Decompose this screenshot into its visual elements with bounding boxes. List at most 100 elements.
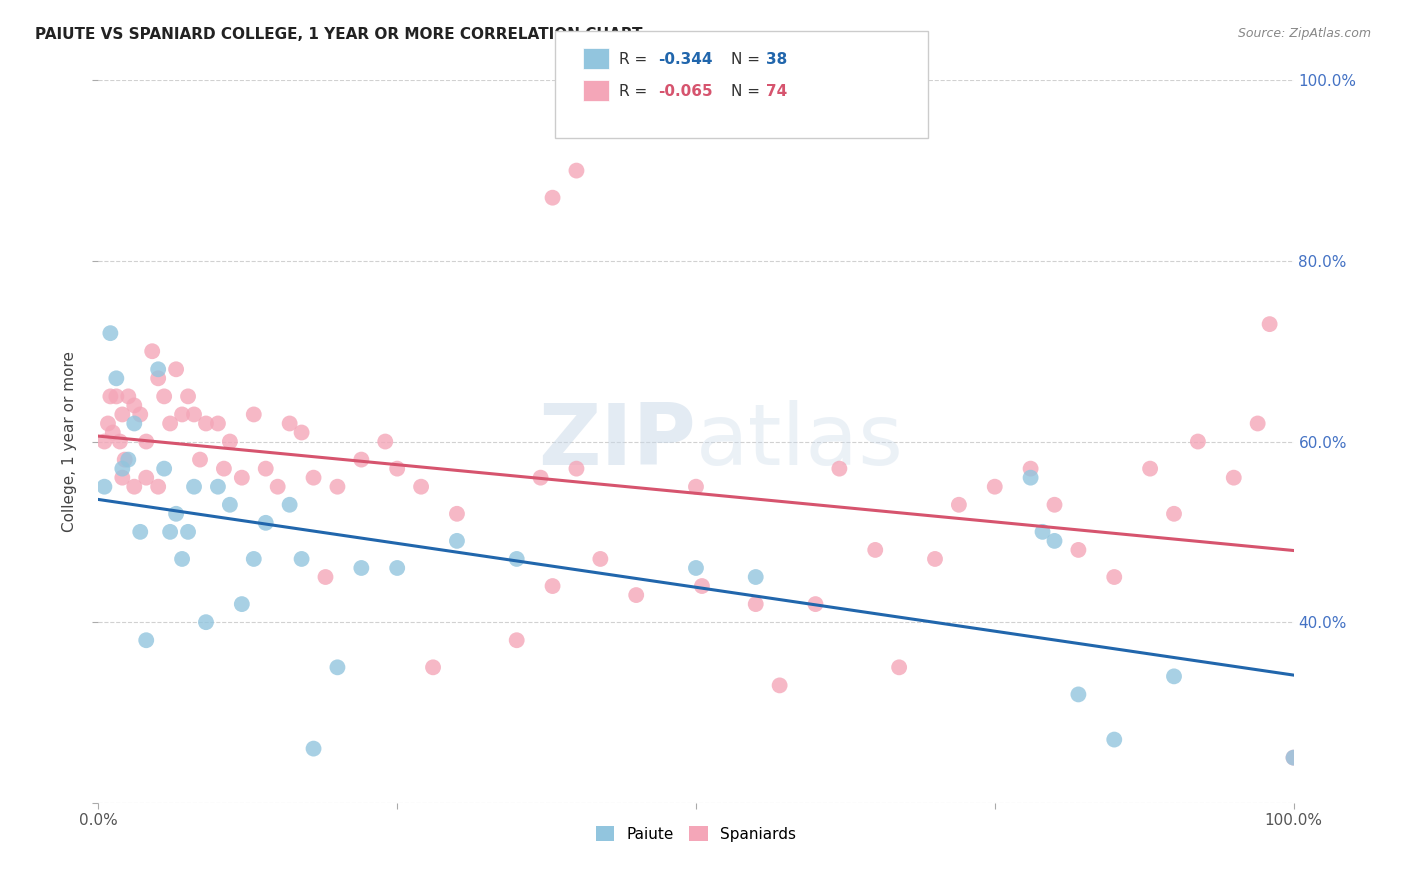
Point [195,417,218,431]
Point [243,408,266,422]
Point [315,570,337,584]
Point [1163,507,1185,521]
Point [135,434,157,449]
Point [385,461,409,475]
Point [745,570,768,584]
Point [1139,461,1161,475]
Text: N =: N = [731,85,765,99]
Point [207,480,229,494]
Point [105,371,128,385]
Point [291,425,314,440]
Point [278,498,301,512]
Point [141,344,163,359]
Point [506,552,529,566]
Text: -0.065: -0.065 [658,85,713,99]
Point [153,389,176,403]
Point [278,417,301,431]
Point [1247,417,1270,431]
Point [101,425,124,440]
Point [1019,471,1042,485]
Point [183,480,205,494]
Point [1282,750,1305,764]
Point [97,417,120,431]
Point [924,552,946,566]
Point [530,471,553,485]
Point [1258,317,1281,331]
Point [291,552,314,566]
Point [326,660,349,674]
Point [541,191,564,205]
Point [219,498,242,512]
Text: PAIUTE VS SPANIARD COLLEGE, 1 YEAR OR MORE CORRELATION CHART: PAIUTE VS SPANIARD COLLEGE, 1 YEAR OR MO… [35,27,643,42]
Point [828,461,851,475]
Point [350,452,373,467]
Point [1187,434,1209,449]
Point [411,480,433,494]
Text: 38: 38 [766,53,787,67]
Point [231,471,253,485]
Text: R =: R = [619,85,652,99]
Point [98,326,122,341]
Text: atlas: atlas [696,400,904,483]
Point [111,408,134,422]
Point [148,371,170,385]
Text: N =: N = [731,53,765,67]
Point [98,389,122,403]
Point [111,461,134,475]
Point [219,434,242,449]
Point [148,362,170,376]
Point [111,471,134,485]
Point [350,561,373,575]
Text: Source: ZipAtlas.com: Source: ZipAtlas.com [1237,27,1371,40]
Point [984,480,1007,494]
Text: 74: 74 [766,85,787,99]
Point [1163,669,1185,683]
Point [302,741,325,756]
Point [159,524,181,539]
Point [117,389,139,403]
Point [188,452,211,467]
Point [267,480,290,494]
Point [129,408,152,422]
Point [374,434,396,449]
Point [1104,570,1126,584]
Point [1282,750,1305,764]
Point [1104,732,1126,747]
Point [446,507,468,521]
Point [589,552,612,566]
Point [1067,542,1090,557]
Point [148,480,170,494]
Point [177,524,200,539]
Point [889,660,911,674]
Point [1223,471,1246,485]
Point [685,561,707,575]
Point [135,633,157,648]
Point [865,542,887,557]
Point [565,163,588,178]
Point [302,471,325,485]
Point [153,461,176,475]
Point [177,389,200,403]
Point [243,552,266,566]
Point [172,552,194,566]
Text: -0.344: -0.344 [658,53,713,67]
Point [165,362,187,376]
Text: R =: R = [619,53,652,67]
Point [183,408,205,422]
Point [105,389,128,403]
Point [114,452,136,467]
Point [1043,498,1066,512]
Point [326,480,349,494]
Point [207,417,229,431]
Point [948,498,970,512]
Point [165,507,187,521]
Point [159,417,181,431]
Point [93,434,115,449]
Point [1043,533,1066,548]
Legend: Paiute, Spaniards: Paiute, Spaniards [589,818,803,849]
Point [385,561,409,575]
Point [685,480,707,494]
Point [254,516,277,530]
Point [804,597,827,611]
Point [172,408,194,422]
